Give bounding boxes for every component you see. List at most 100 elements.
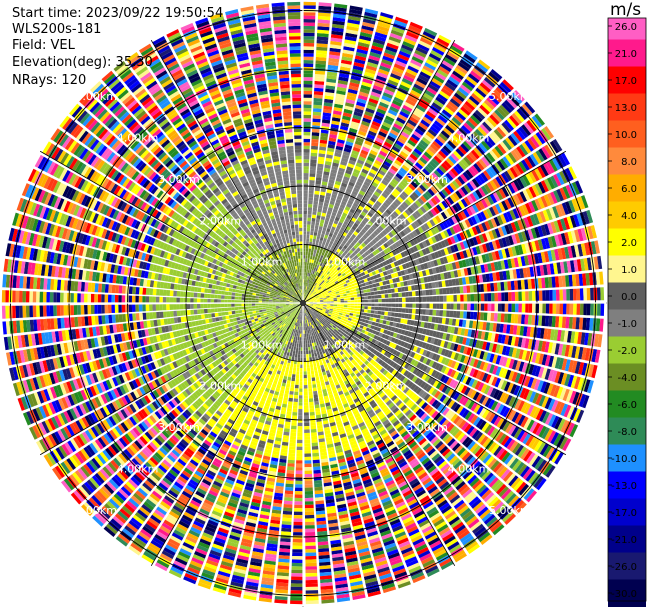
radar-gate: [336, 195, 343, 201]
radar-gate: [388, 132, 398, 140]
radar-gate: [478, 223, 485, 233]
radar-gate: [442, 288, 447, 295]
radar-gate: [313, 349, 317, 354]
radar-gate: [427, 107, 438, 117]
radar-gate: [330, 287, 335, 291]
radar-gate: [414, 284, 419, 291]
radar-gate: [422, 296, 427, 302]
radar-gate: [369, 94, 380, 101]
radar-gate: [349, 280, 354, 285]
radar-gate: [438, 191, 446, 200]
radar-gate: [315, 63, 326, 68]
radar-gate: [403, 188, 411, 196]
radar-gate: [374, 175, 382, 182]
radar-gate: [507, 197, 515, 208]
radar-gate: [305, 297, 308, 301]
radar-gate: [422, 214, 429, 222]
radar-gate: [332, 23, 345, 29]
radar-gate: [325, 81, 336, 87]
radar-gate: [323, 253, 328, 257]
radar-gate: [409, 247, 416, 254]
radar-gate: [303, 289, 305, 293]
radar-gate: [513, 90, 525, 102]
radar-gate: [422, 193, 430, 201]
radar-gate: [405, 226, 412, 233]
radar-gate: [387, 79, 399, 87]
radar-gate: [371, 306, 375, 310]
radar-gate: [396, 225, 402, 232]
radar-gate: [426, 177, 435, 185]
radar-gate: [363, 256, 369, 262]
radar-gate: [359, 231, 365, 237]
radar-gate: [373, 274, 378, 280]
radar-gate: [446, 51, 460, 61]
radar-gate: [319, 288, 323, 292]
radar-gate: [427, 83, 439, 93]
radar-gate: [324, 283, 328, 287]
radar-gate: [325, 280, 330, 284]
radar-gate: [403, 161, 412, 169]
radar-gate: [340, 226, 346, 232]
radar-gate: [434, 234, 440, 242]
radar-gate: [345, 234, 351, 239]
radar-gate: [413, 130, 423, 139]
radar-gate: [475, 189, 483, 199]
radar-gate: [303, 63, 314, 68]
radar-gate: [387, 289, 392, 294]
radar-gate: [471, 226, 479, 236]
radar-gate: [476, 212, 484, 222]
radar-gate: [315, 60, 327, 65]
radar-gate: [328, 61, 339, 66]
radar-gate: [312, 207, 318, 212]
radar-gate: [408, 183, 416, 191]
radar-gate: [307, 255, 310, 259]
radar-gate: [366, 316, 370, 321]
radar-gate: [425, 239, 431, 247]
radar-gate: [518, 126, 529, 138]
radar-gate: [305, 248, 309, 252]
radar-gate: [380, 238, 386, 244]
radar-gate: [313, 287, 317, 291]
radar-gate: [541, 146, 551, 159]
radar-gate: [455, 111, 467, 121]
radar-gate: [463, 196, 471, 206]
radar-gate: [342, 291, 347, 295]
radar-gate: [345, 102, 355, 108]
radar-gate: [387, 196, 394, 203]
radar-gate: [330, 269, 335, 274]
radar-gate: [452, 70, 464, 80]
radar-gate: [392, 201, 399, 208]
radar-gate: [466, 182, 475, 192]
radar-gate: [407, 119, 417, 127]
radar-gate: [303, 224, 307, 228]
radar-gate: [309, 169, 316, 174]
radar-gate: [545, 290, 550, 301]
radar-gate: [491, 303, 495, 312]
radar-gate: [524, 140, 534, 152]
radar-gate: [390, 262, 396, 268]
radar-gate: [531, 169, 540, 182]
radar-gate: [330, 229, 335, 234]
radar-gate: [378, 68, 390, 76]
radar-gate: [341, 118, 350, 125]
radar-gate: [424, 179, 432, 188]
radar-gate: [371, 88, 382, 95]
radar-gate: [452, 310, 457, 318]
radar-gate: [310, 231, 314, 236]
radar-gate: [440, 211, 448, 220]
radar-gate: [532, 290, 536, 301]
radar-gate: [358, 38, 371, 45]
radar-gate: [312, 290, 315, 294]
radar-gate: [311, 273, 314, 278]
radar-gate: [313, 91, 324, 96]
radar-gate: [437, 241, 444, 249]
radar-gate: [448, 217, 455, 226]
radar-gate: [313, 278, 317, 283]
radar-gate: [333, 231, 339, 236]
radar-gate: [417, 101, 428, 110]
radar-gate: [324, 199, 330, 204]
radar-gate: [407, 206, 414, 214]
radar-gate: [400, 251, 406, 258]
radar-gate: [435, 288, 440, 295]
radar-gate: [429, 219, 436, 227]
